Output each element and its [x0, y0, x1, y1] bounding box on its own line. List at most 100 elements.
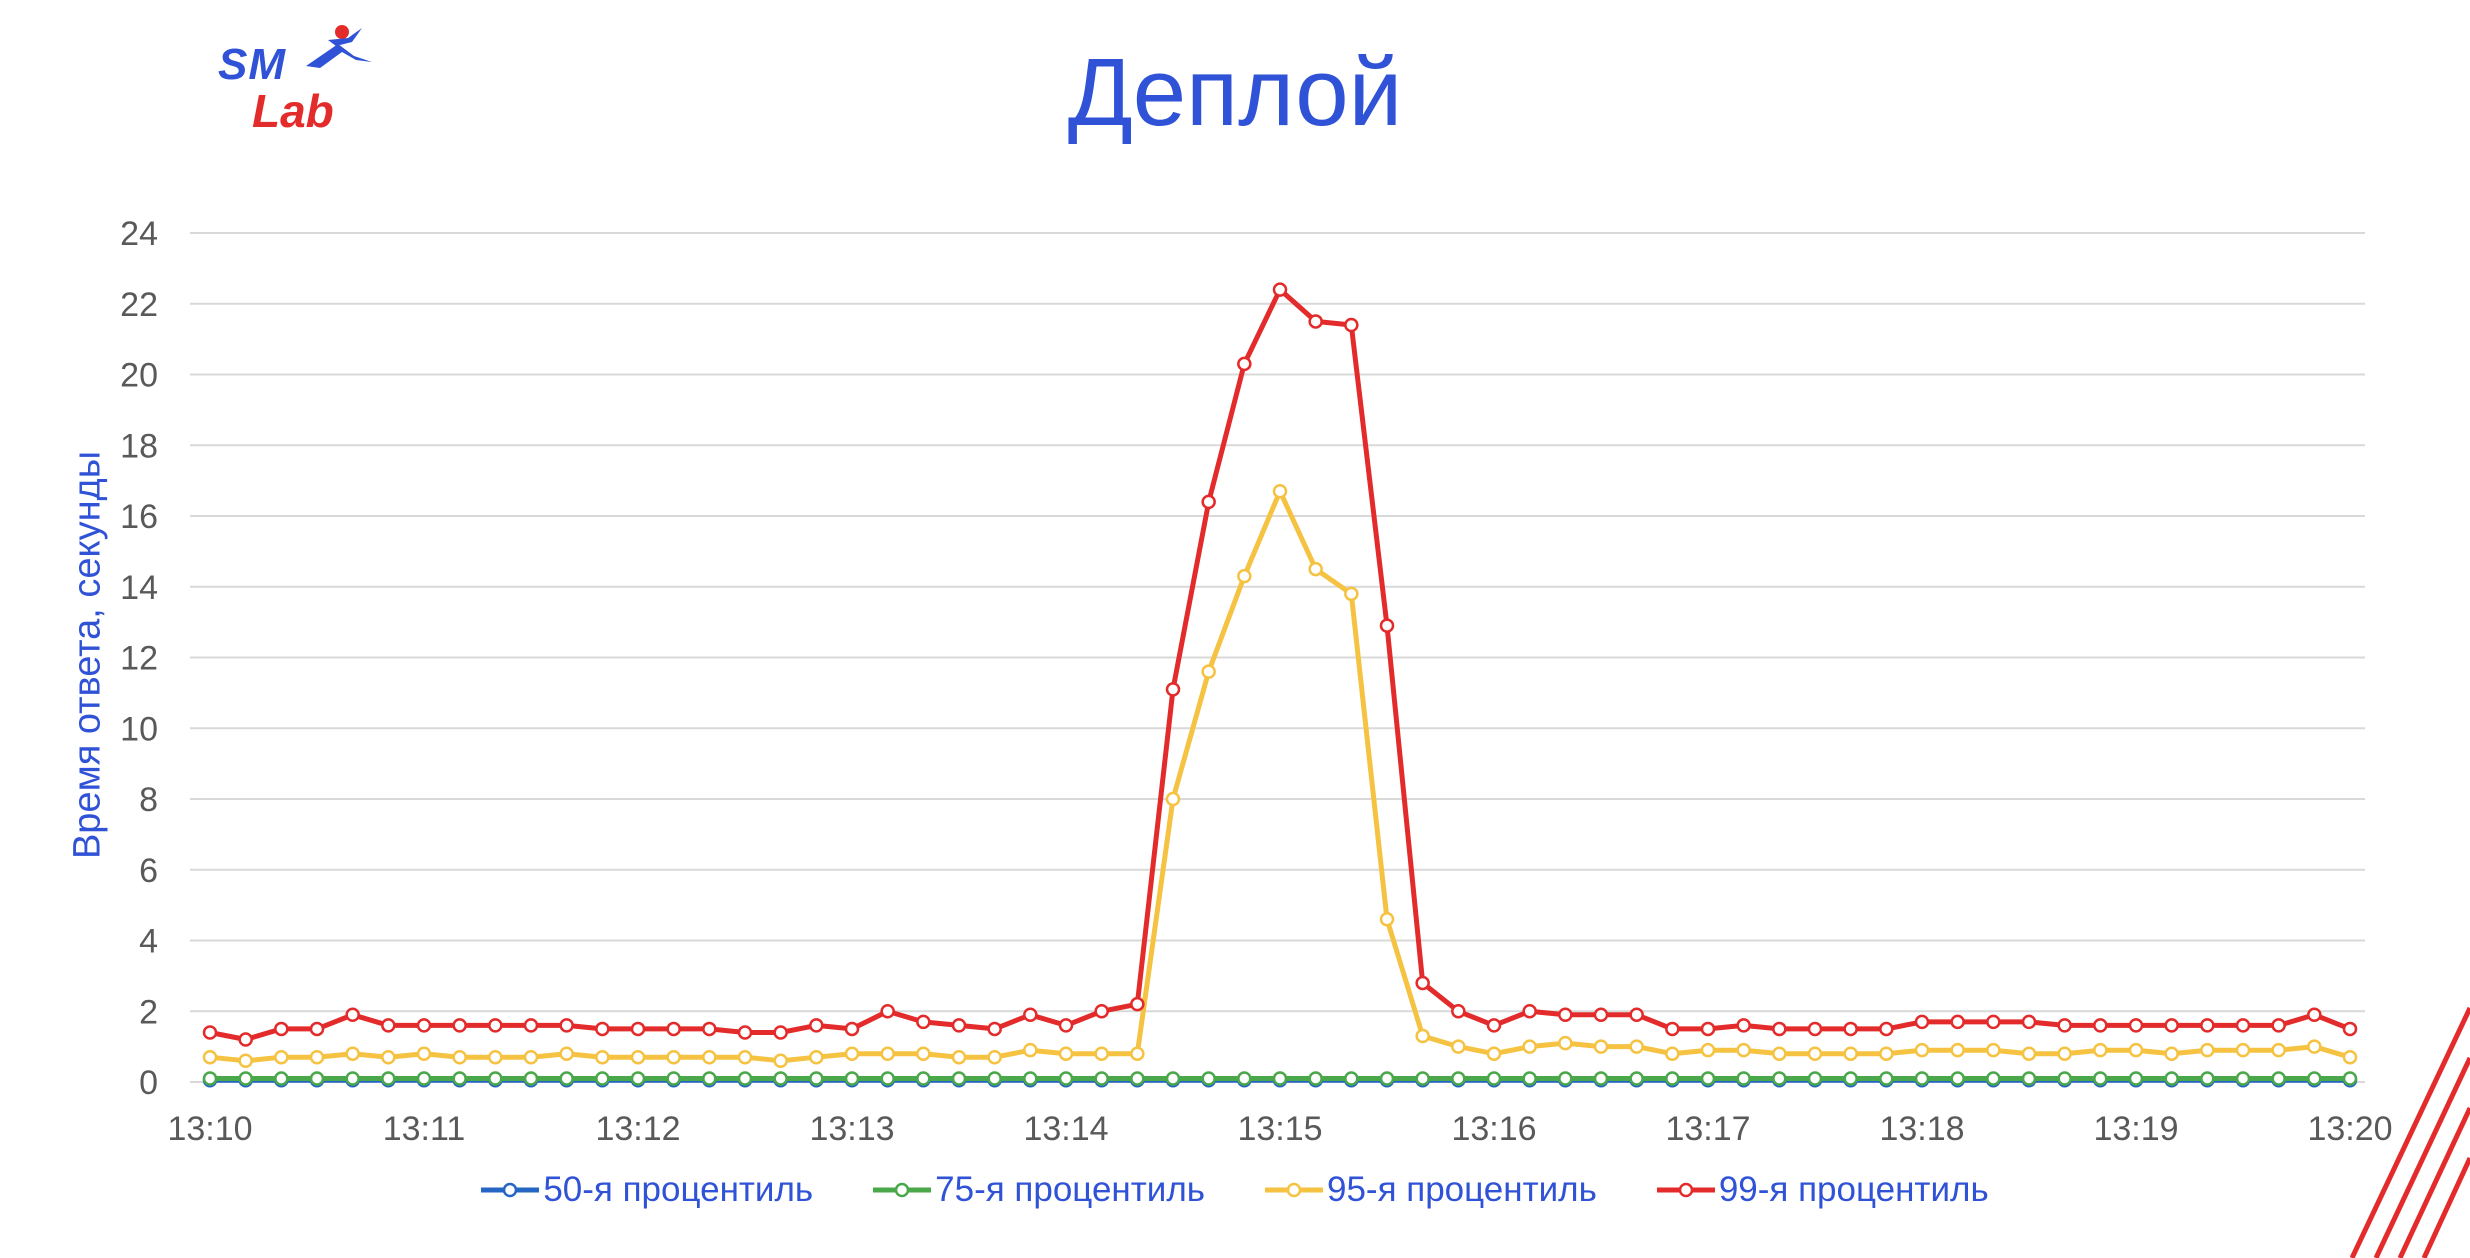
data-point — [1058, 1071, 1074, 1086]
data-point — [1736, 1071, 1751, 1086]
legend-swatch — [1265, 1182, 1323, 1198]
data-point — [773, 1053, 788, 1069]
y-tick-label: 4 — [139, 923, 158, 961]
data-point — [1308, 314, 1323, 329]
data-point — [2200, 1071, 2215, 1086]
data-point — [773, 1071, 788, 1086]
data-point — [1058, 1046, 1074, 1061]
data-point — [1986, 1042, 2001, 1058]
data-point — [2271, 1071, 2286, 1086]
data-point — [595, 1071, 610, 1086]
data-point — [202, 1049, 218, 1065]
data-point — [1879, 1021, 1894, 1037]
y-tick-label: 12 — [120, 640, 158, 678]
series-line — [209, 287, 2351, 1042]
data-point — [880, 1071, 895, 1086]
data-point — [1558, 1007, 1573, 1023]
data-point — [2342, 1071, 2358, 1086]
data-point — [2021, 1071, 2037, 1086]
data-point — [844, 1021, 860, 1037]
data-point — [381, 1049, 396, 1065]
grid-lines — [190, 232, 2365, 1083]
x-tick-label: 13:12 — [595, 1110, 680, 1148]
data-point — [2128, 1018, 2144, 1033]
data-point — [1593, 1039, 1609, 1054]
data-point — [2021, 1046, 2037, 1061]
data-point — [523, 1049, 539, 1065]
data-point — [2164, 1046, 2179, 1061]
data-point — [666, 1021, 681, 1037]
data-point — [630, 1071, 646, 1086]
data-point — [559, 1046, 574, 1061]
data-point — [880, 1004, 895, 1019]
y-tick-label: 24 — [120, 215, 158, 253]
y-tick-label: 22 — [120, 286, 158, 324]
data-point — [1736, 1018, 1751, 1033]
data-point — [309, 1071, 325, 1086]
data-point — [1023, 1007, 1038, 1023]
data-point — [2057, 1018, 2072, 1033]
data-point — [559, 1018, 574, 1033]
data-point — [737, 1071, 753, 1086]
data-point — [737, 1049, 753, 1065]
data-point — [1807, 1046, 1823, 1061]
data-point — [630, 1021, 646, 1037]
data-point — [452, 1018, 467, 1033]
x-tick-label: 13:20 — [2307, 1110, 2392, 1148]
data-point — [1665, 1046, 1680, 1061]
data-point — [1344, 1071, 1359, 1086]
data-point — [1486, 1046, 1502, 1061]
data-point — [666, 1071, 681, 1086]
legend-label: 95-я процентиль — [1327, 1170, 1597, 1209]
data-point — [2235, 1042, 2251, 1058]
logo-sm-text: SM — [218, 40, 286, 89]
data-point — [1237, 356, 1252, 372]
data-point — [1237, 1071, 1252, 1086]
x-tick-labels: 13:10 13:11 13:12 13:13 13:14 13:15 13:16 13:17… — [167, 1110, 2392, 1148]
data-point — [452, 1049, 467, 1065]
data-point — [1023, 1071, 1038, 1086]
y-tick-label: 20 — [120, 357, 158, 395]
data-point — [1807, 1021, 1823, 1037]
data-point — [2235, 1071, 2251, 1086]
data-point — [416, 1046, 432, 1061]
data-point — [595, 1021, 610, 1037]
data-point — [1843, 1046, 1858, 1061]
data-point — [702, 1071, 717, 1086]
data-point — [1165, 1071, 1181, 1086]
data-point — [523, 1071, 539, 1086]
legend-item: 50-я процентиль — [481, 1170, 813, 1210]
data-point — [1344, 317, 1359, 333]
data-point — [1058, 1018, 1074, 1033]
data-point — [1165, 791, 1181, 807]
data-point — [1700, 1042, 1716, 1058]
data-point — [987, 1071, 1002, 1086]
data-point — [666, 1049, 681, 1065]
data-point — [2093, 1018, 2108, 1033]
data-point — [1415, 1028, 1430, 1044]
series-lines — [202, 282, 2358, 1088]
data-point — [916, 1071, 931, 1086]
data-point — [1451, 1004, 1466, 1019]
data-point — [2271, 1018, 2286, 1033]
legend-label: 99-я процентиль — [1718, 1170, 1989, 1209]
y-tick-label: 6 — [139, 852, 158, 890]
data-point — [1023, 1042, 1038, 1058]
y-tick-label: 0 — [139, 1064, 158, 1102]
data-point — [1379, 912, 1395, 927]
data-point — [595, 1049, 610, 1065]
data-point — [274, 1049, 289, 1065]
data-point — [1308, 1071, 1323, 1086]
legend-swatch — [873, 1182, 932, 1198]
data-point — [2057, 1071, 2072, 1086]
data-point — [1593, 1071, 1609, 1086]
data-point — [1736, 1042, 1751, 1058]
data-point — [1272, 483, 1288, 499]
data-point — [1379, 1071, 1395, 1086]
data-point — [1629, 1039, 1644, 1054]
data-point — [2093, 1071, 2108, 1086]
data-point — [416, 1071, 432, 1086]
data-point — [1486, 1018, 1502, 1033]
data-point — [1986, 1014, 2001, 1030]
data-point — [2342, 1049, 2358, 1065]
